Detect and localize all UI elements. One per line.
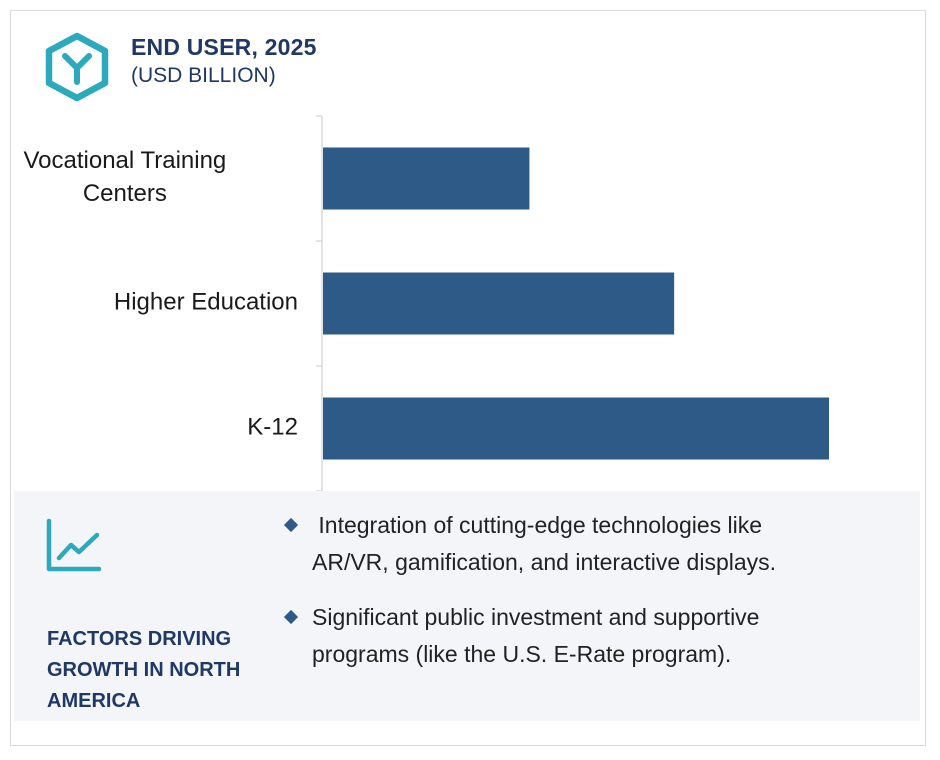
factor-text-line: Integration of cutting-edge technologies… [312,512,763,538]
bar [323,397,829,460]
factor-item: Significant public investment and suppor… [282,599,902,673]
category-label-line: K-12 [247,414,298,441]
factors-title-line: FACTORS DRIVING [47,628,232,650]
factor-text-line: programs (like the U.S. E-Rate program). [312,641,732,667]
chart-title: END USER, 2025 [131,34,317,60]
category-label-line: Vocational Training [23,147,226,174]
bar [323,272,675,335]
line-chart-icon [46,518,102,572]
category-label-line: Higher Education [114,289,298,316]
category-label: K-12 [247,414,298,441]
diamond-bullet-icon [283,517,299,533]
factor-text-line: Significant public investment and suppor… [312,604,760,630]
factors-panel: FACTORS DRIVING GROWTH IN NORTH AMERICA … [14,491,920,721]
hexagon-y-logo-icon [45,32,109,102]
factors-title: FACTORS DRIVING GROWTH IN NORTH AMERICA [47,624,267,717]
factor-text-line: AR/VR, gamification, and interactive dis… [312,549,777,575]
factors-title-line: GROWTH IN NORTH [47,659,241,681]
category-label-line: Centers [83,180,167,207]
factors-title-line: AMERICA [47,690,141,712]
category-label: Higher Education [114,289,298,316]
chart-subtitle: (USD BILLION) [131,64,276,87]
bar-chart: Vocational Training Centers Higher Educati… [23,115,829,492]
factor-item: Integration of cutting-edge technologies… [282,507,902,581]
factors-list: Integration of cutting-edge technologies… [282,507,902,691]
category-label: Vocational Training Centers [23,147,226,207]
bar [323,147,530,210]
diamond-bullet-icon [283,609,299,625]
